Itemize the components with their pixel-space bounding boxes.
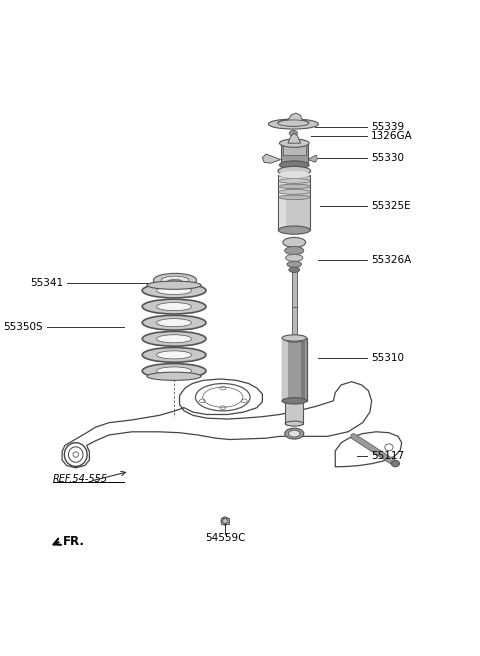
Bar: [292, 269, 297, 308]
Bar: [292, 306, 297, 339]
Ellipse shape: [289, 267, 300, 272]
Ellipse shape: [282, 398, 307, 404]
Bar: [300, 338, 305, 400]
Ellipse shape: [156, 319, 192, 327]
Text: 55310: 55310: [371, 352, 404, 363]
Ellipse shape: [142, 363, 206, 379]
Ellipse shape: [153, 274, 197, 287]
Ellipse shape: [147, 372, 201, 380]
Text: FR.: FR.: [62, 535, 84, 548]
Ellipse shape: [147, 281, 201, 289]
Ellipse shape: [282, 335, 307, 341]
Ellipse shape: [156, 287, 192, 295]
Ellipse shape: [279, 171, 310, 178]
Bar: [282, 338, 307, 401]
Polygon shape: [263, 154, 281, 163]
Text: 55325E: 55325E: [371, 201, 410, 211]
Ellipse shape: [289, 131, 298, 136]
Ellipse shape: [161, 276, 189, 284]
Bar: [221, 518, 228, 523]
Ellipse shape: [285, 421, 303, 426]
Ellipse shape: [278, 167, 311, 176]
Bar: [283, 143, 306, 155]
Text: 55339: 55339: [371, 122, 404, 132]
Ellipse shape: [278, 178, 310, 183]
Text: 55341: 55341: [30, 278, 63, 289]
Ellipse shape: [278, 226, 310, 234]
Ellipse shape: [391, 461, 399, 467]
Ellipse shape: [223, 519, 228, 523]
Ellipse shape: [285, 247, 304, 255]
Ellipse shape: [156, 302, 192, 311]
Ellipse shape: [288, 430, 300, 437]
Ellipse shape: [221, 517, 229, 525]
Ellipse shape: [156, 335, 192, 343]
Bar: [279, 175, 286, 230]
Ellipse shape: [142, 283, 206, 298]
Bar: [278, 174, 310, 230]
Text: 55326A: 55326A: [371, 255, 411, 265]
Ellipse shape: [156, 367, 192, 375]
Bar: [281, 143, 308, 165]
Ellipse shape: [285, 428, 304, 439]
Ellipse shape: [285, 337, 303, 342]
Bar: [285, 400, 303, 424]
Text: 1326GA: 1326GA: [371, 131, 412, 141]
Ellipse shape: [279, 161, 309, 169]
Polygon shape: [287, 113, 304, 123]
Text: 55117: 55117: [371, 451, 404, 461]
Ellipse shape: [283, 237, 306, 247]
Text: 54559C: 54559C: [205, 533, 245, 543]
Ellipse shape: [278, 195, 310, 199]
Ellipse shape: [278, 173, 310, 178]
Ellipse shape: [286, 255, 303, 262]
Bar: [282, 338, 288, 400]
Ellipse shape: [287, 261, 301, 268]
Ellipse shape: [279, 139, 309, 147]
Ellipse shape: [278, 184, 310, 189]
Ellipse shape: [142, 316, 206, 330]
Text: REF.54-555: REF.54-555: [53, 474, 108, 484]
Ellipse shape: [278, 190, 310, 194]
Ellipse shape: [156, 351, 192, 359]
Ellipse shape: [278, 120, 309, 127]
Text: 55330: 55330: [371, 154, 404, 163]
Ellipse shape: [142, 299, 206, 314]
Ellipse shape: [278, 119, 309, 126]
Ellipse shape: [142, 348, 206, 362]
Ellipse shape: [268, 119, 318, 129]
Text: 55350S: 55350S: [3, 322, 43, 332]
Ellipse shape: [142, 331, 206, 346]
Polygon shape: [308, 155, 317, 162]
Ellipse shape: [168, 279, 182, 284]
Polygon shape: [288, 133, 300, 143]
